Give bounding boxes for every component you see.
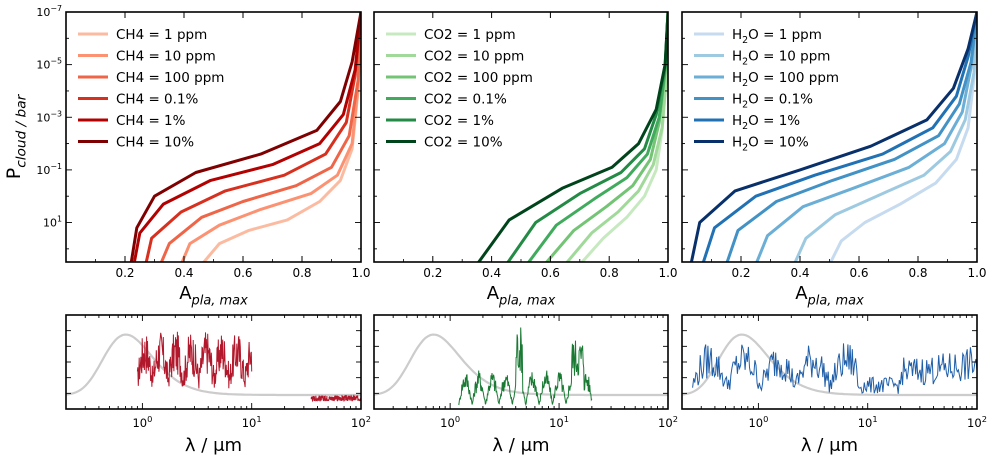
legend-entry: CO2 = 1 ppm (424, 27, 516, 43)
legend: CO2 = 1 ppm CO2 = 10 ppm CO2 = 100 ppm CO2 … (386, 27, 533, 151)
legend-entry: CO2 = 1% (424, 113, 494, 129)
series-line-2 (565, 12, 668, 262)
x-tick-label: 0.4 (790, 266, 809, 280)
series-lines (689, 12, 977, 262)
legend-entry: CH4 = 1 ppm (116, 27, 207, 43)
blackbody-curve (66, 333, 361, 397)
x-tick-label: 0.6 (233, 266, 252, 280)
x-tick-label: 1.0 (351, 266, 370, 280)
y-axis-label-text: Pcloud / bar (3, 93, 30, 179)
x-tick-label: 1.0 (658, 266, 677, 280)
series-line-6 (129, 12, 361, 262)
x-tick-label: 101 (549, 414, 569, 430)
bottom-panel-2: 100 101 102 λ / μm (373, 314, 678, 456)
absorption-spectrum-1 (692, 343, 977, 394)
x-tick-label: 102 (351, 414, 371, 430)
x-axis-label: Apla, max (795, 283, 864, 308)
bottom-panel-1: 100 101 102 λ / μm (65, 314, 371, 456)
y-axis-label: Pcloud / bar (3, 93, 30, 179)
x-tick-label: 0.4 (482, 266, 501, 280)
series-line-3 (755, 12, 977, 262)
series-lines (476, 12, 668, 262)
legend-entry: CO2 = 10% (424, 135, 503, 151)
legend-entry: CH4 = 10% (116, 135, 194, 151)
legend: CH4 = 1 ppm CH4 = 10 ppm CH4 = 100 ppm CH4 … (78, 27, 224, 151)
x-axis-label: λ / μm (492, 435, 549, 456)
x-tick-label: 100 (748, 414, 768, 430)
legend-entry: CO2 = 10 ppm (424, 49, 524, 65)
series-lines (129, 12, 361, 262)
x-axis-label: Apla, max (487, 283, 556, 308)
y-tick-label: 10−3 (36, 109, 62, 124)
series-line-6 (476, 12, 668, 262)
x-tick-label: 1.0 (967, 266, 986, 280)
series-line-5 (701, 12, 977, 262)
bottom-panel-3: 100 101 102 λ / μm (681, 314, 987, 456)
series-line-5 (132, 12, 361, 262)
y-tick-label: 10−5 (36, 57, 62, 72)
absorption-spectrum-1 (136, 331, 253, 389)
series-line-3 (159, 12, 361, 262)
x-tick-label: 102 (658, 414, 678, 430)
x-tick-label: 101 (242, 414, 262, 430)
x-tick-label: 0.8 (600, 266, 619, 280)
x-tick-label: 0.8 (292, 266, 311, 280)
legend-entry: H2O = 10 ppm (732, 49, 830, 68)
legend-entry: CH4 = 1% (116, 113, 186, 129)
blackbody-curve (682, 333, 977, 397)
absorption-spectrum-2 (310, 394, 361, 403)
legend-entry: CH4 = 10 ppm (116, 49, 216, 65)
x-axis-label: λ / μm (801, 435, 858, 456)
series-line-2 (180, 12, 361, 262)
legend-entry: H2O = 1% (732, 113, 800, 132)
x-tick-label: 0.6 (541, 266, 560, 280)
legend-entry: CH4 = 100 ppm (116, 70, 224, 86)
x-tick-label: 101 (858, 414, 878, 430)
series-line-6 (689, 12, 977, 262)
series-line-4 (144, 12, 361, 262)
legend: H2O = 1 ppm H2O = 10 ppm H2O = 100 ppm H2O … (694, 27, 839, 154)
x-tick-label: 100 (132, 414, 152, 430)
x-tick-label: 100 (440, 414, 460, 430)
absorption-spectrum-1 (458, 327, 593, 407)
series-line-4 (725, 12, 977, 262)
x-tick-label: 0.2 (731, 266, 750, 280)
series-line-1 (829, 12, 977, 262)
legend-entry: CO2 = 0.1% (424, 92, 507, 108)
legend-entry: CO2 = 100 ppm (424, 70, 533, 86)
series-line-5 (506, 12, 668, 262)
x-axis-label: λ / μm (185, 435, 242, 456)
legend-entry: CH4 = 0.1% (116, 92, 199, 108)
y-tick-label: 101 (43, 215, 62, 230)
x-tick-label: 0.2 (115, 266, 134, 280)
legend-entry: H2O = 10% (732, 135, 809, 154)
legend-entry: H2O = 100 ppm (732, 70, 839, 89)
x-tick-label: 0.8 (908, 266, 927, 280)
series-line-2 (793, 12, 977, 262)
blackbody-curve (374, 333, 668, 397)
x-tick-label: 0.6 (849, 266, 868, 280)
legend-entry: H2O = 1 ppm (732, 27, 822, 46)
y-tick-label: 10−7 (36, 4, 62, 19)
legend-entry: H2O = 0.1% (732, 92, 813, 111)
x-tick-label: 102 (967, 414, 987, 430)
x-tick-label: 0.4 (174, 266, 193, 280)
top-panel-1: 0.2 0.4 0.6 0.8 1.0 10−7 10−5 10−3 10−1 101 Apla, … (36, 4, 370, 308)
y-tick-label: 10−1 (36, 162, 62, 177)
x-axis-label: Apla, max (179, 283, 248, 308)
x-tick-label: 0.2 (423, 266, 442, 280)
